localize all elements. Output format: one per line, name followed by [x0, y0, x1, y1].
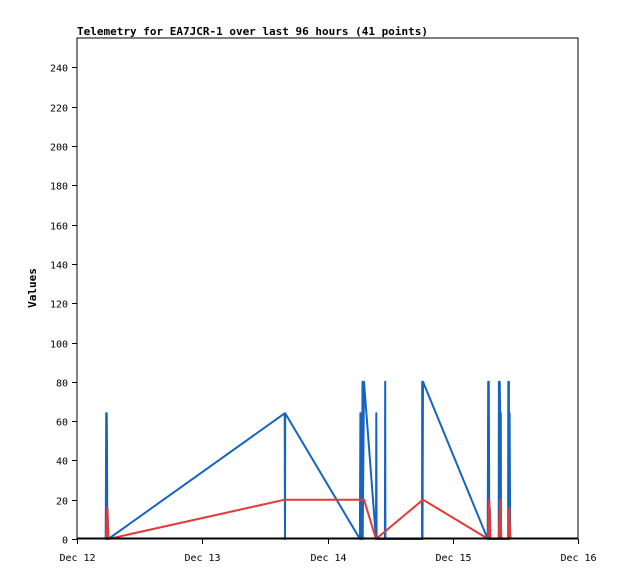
y-tick-label: 60 [56, 418, 68, 429]
y-tick-label: 180 [50, 182, 68, 193]
x-tick-label: Dec 15 [435, 553, 471, 564]
y-tick-label: 120 [50, 300, 68, 311]
y-tick-label: 240 [50, 64, 68, 75]
y-tick-label: 40 [56, 457, 68, 468]
y-tick-label: 220 [50, 104, 68, 115]
y-axis-label: Values [26, 268, 39, 308]
plot-area-frame [76, 37, 579, 540]
x-tick-label: Dec 16 [560, 553, 596, 564]
series-line-2 [105, 498, 512, 540]
y-tick-label: 200 [50, 143, 68, 154]
series-lines [77, 380, 578, 540]
x-tick-label: Dec 13 [184, 553, 220, 564]
y-tick-label: 160 [50, 222, 68, 233]
y-axis: 0 20 40 60 80 100 120 140 160 180 200 220 240 [50, 64, 77, 547]
x-axis: Dec 12 Dec 13 Dec 14 Dec 15 Dec 16 [59, 539, 597, 564]
x-tick-label: Dec 12 [59, 553, 95, 564]
y-tick-label: 140 [50, 261, 68, 272]
chart-title: Telemetry for EA7JCR-1 over last 96 hour… [77, 25, 428, 38]
y-tick-label: 0 [62, 536, 68, 547]
y-tick-label: 20 [56, 497, 68, 508]
x-tick-label: Dec 14 [310, 553, 346, 564]
y-tick-label: 80 [56, 379, 68, 390]
y-tick-label: 100 [50, 340, 68, 351]
